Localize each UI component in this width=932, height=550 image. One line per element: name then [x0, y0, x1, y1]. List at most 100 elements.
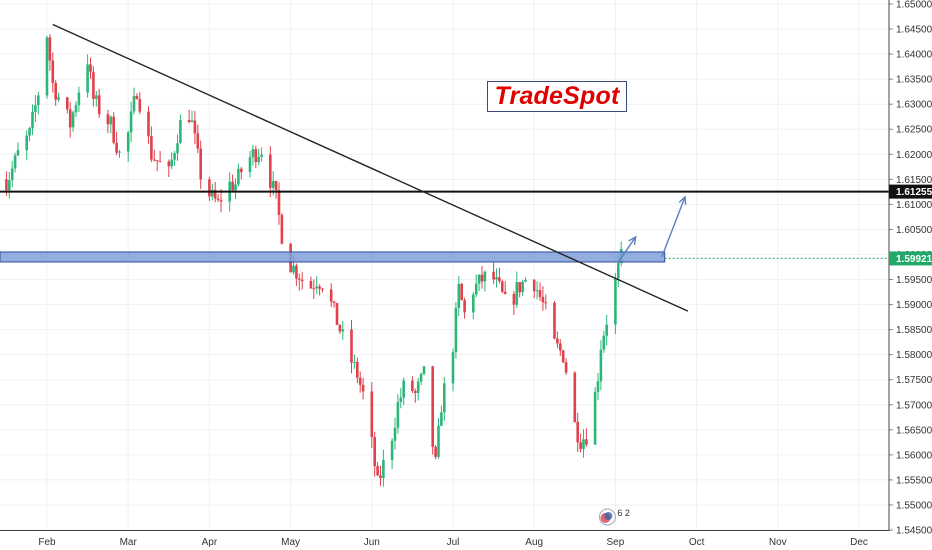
descending-trendline[interactable]	[52, 23, 689, 312]
candle-down	[518, 282, 521, 293]
x-tick-label: Feb	[38, 537, 56, 548]
candle-down	[138, 98, 142, 112]
candle-up	[126, 132, 130, 152]
candle-down	[579, 442, 582, 449]
resistance-zone[interactable]	[0, 251, 666, 263]
candle-up	[474, 283, 478, 295]
candle-up	[173, 153, 176, 160]
x-tick-label: Apr	[202, 537, 218, 548]
candle-down	[274, 181, 278, 191]
candle-up	[129, 111, 133, 133]
candle-up	[524, 279, 527, 282]
candle-up	[260, 154, 263, 157]
candle-down	[147, 111, 150, 137]
tradespot-logo: TradeSpot	[487, 81, 627, 112]
candle-up	[596, 381, 600, 392]
candle-down	[541, 296, 545, 303]
candle-up	[57, 97, 60, 100]
candle-up	[31, 111, 34, 129]
candle-down	[277, 190, 281, 215]
candle-down	[68, 109, 72, 128]
candle-up	[251, 149, 255, 158]
candle-down	[240, 168, 243, 173]
candle-down	[280, 214, 284, 244]
y-tick-label: 1.57000	[896, 400, 932, 411]
candle-down	[370, 391, 374, 438]
candle-down	[356, 361, 359, 378]
x-tick-label: Oct	[689, 537, 705, 548]
y-tick-label: 1.57500	[896, 375, 932, 386]
candle-up	[614, 278, 617, 325]
candle-up	[77, 92, 81, 106]
x-tick-label: Aug	[525, 537, 543, 548]
candle-down	[269, 154, 272, 188]
candle-down	[115, 142, 118, 153]
projection-arrow[interactable]	[617, 235, 637, 263]
y-tick-label: 1.61000	[896, 200, 932, 211]
x-tick-label: Mar	[120, 537, 138, 548]
candle-down	[97, 95, 101, 115]
candle-down	[155, 160, 159, 162]
candle-up	[605, 324, 608, 336]
candle-up	[86, 64, 89, 93]
candle-down	[498, 277, 501, 282]
y-tick-label: 1.65000	[896, 0, 932, 11]
y-tick-label: 1.62500	[896, 125, 932, 136]
candle-down	[196, 133, 200, 149]
y-tick-label: 1.62000	[896, 150, 932, 161]
candle-up	[602, 335, 606, 350]
candle-down	[5, 179, 8, 191]
candle-up	[45, 37, 49, 96]
projection-arrow[interactable]	[661, 195, 687, 258]
candle-down	[66, 97, 69, 110]
candle-down	[376, 466, 379, 476]
y-tick-label: 1.60500	[896, 225, 932, 236]
candle-down	[51, 60, 55, 84]
candle-down	[213, 189, 217, 199]
y-tick-label: 1.55000	[896, 500, 932, 511]
candle-down	[193, 120, 197, 134]
candle-up	[535, 290, 539, 292]
level-price-badge: 1.61255	[889, 184, 932, 199]
candle-up	[179, 119, 182, 144]
candle-up	[440, 412, 443, 426]
candle-up	[25, 135, 28, 151]
candle-down	[492, 271, 495, 280]
candle-up	[521, 281, 524, 293]
x-tick-label: Sep	[607, 537, 625, 548]
candle-up	[472, 294, 475, 313]
candle-up	[95, 95, 98, 99]
y-tick-label: 1.56500	[896, 425, 932, 436]
y-tick-label: 1.64500	[896, 25, 932, 36]
y-tick-label: 1.56000	[896, 450, 932, 461]
candle-down	[573, 372, 577, 422]
candle-up	[37, 95, 40, 106]
candle-up	[109, 116, 113, 125]
candle-down	[358, 377, 362, 385]
candle-down	[503, 291, 507, 294]
candle-up	[190, 120, 194, 123]
price-badge-text: 1.59921	[896, 254, 932, 265]
candle-up	[390, 440, 394, 461]
candle-down	[89, 64, 92, 72]
candle-up	[419, 373, 423, 382]
candle-up	[402, 380, 405, 398]
price-axis[interactable]: 1.65000 1.64500 1.64000 1.63500 1.63000 1.625…	[888, 0, 932, 537]
x-tick-label: Jun	[364, 537, 380, 548]
candle-up	[382, 460, 385, 479]
candle-up	[515, 282, 519, 305]
x-tick-label: Nov	[769, 537, 787, 548]
time-axis[interactable]: Feb Mar Apr May Jun Jul Aug Sep Oct Nov Dec	[0, 530, 889, 549]
grid-lines	[0, 0, 889, 531]
candle-up	[71, 112, 75, 128]
candle-down	[585, 439, 588, 445]
candle-down	[54, 83, 57, 100]
candle-down	[112, 116, 115, 143]
economic-event-marker[interactable]: 6 2	[598, 508, 630, 526]
candle-up	[13, 155, 17, 169]
candle-up	[399, 397, 403, 403]
candle-down	[254, 149, 258, 163]
candle-up	[599, 349, 603, 382]
candle-up	[10, 168, 14, 181]
